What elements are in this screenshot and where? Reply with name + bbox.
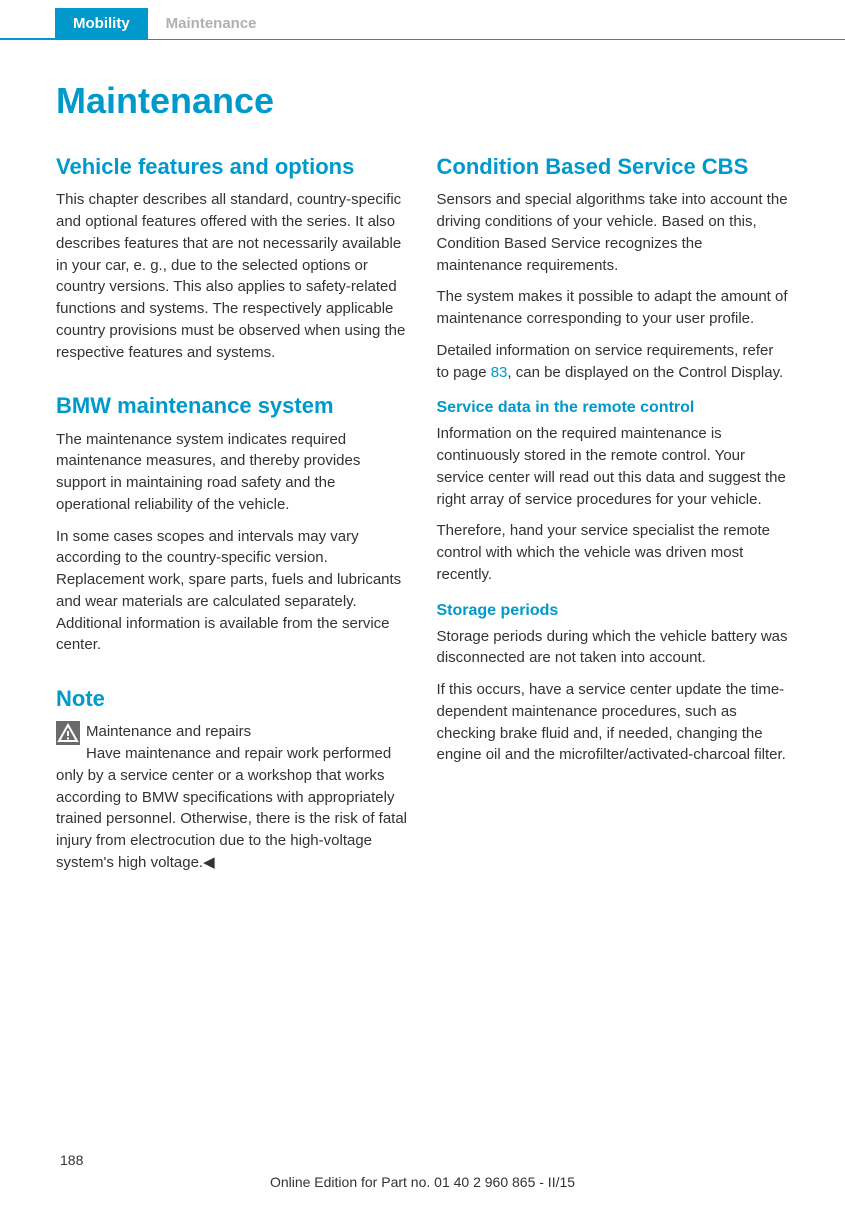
page-title: Maintenance xyxy=(56,80,789,122)
heading-service-data: Service data in the remote control xyxy=(437,399,790,417)
page-number: 188 xyxy=(60,1152,83,1168)
paragraph: In some cases scopes and intervals may v… xyxy=(56,526,409,657)
paragraph: Storage periods during which the vehicle… xyxy=(437,626,790,670)
footer: 188 Online Edition for Part no. 01 40 2 … xyxy=(0,1174,845,1190)
page-reference-link[interactable]: 83 xyxy=(491,364,508,381)
page-content: Maintenance Vehicle features and options… xyxy=(0,40,845,874)
warning-icon xyxy=(56,721,80,745)
paragraph: Sensors and special algorithms take into… xyxy=(437,189,790,276)
note-title: Maintenance and repairs xyxy=(86,723,251,740)
paragraph: The maintenance system indicates require… xyxy=(56,429,409,516)
paragraph: This chapter describes all standard, cou… xyxy=(56,189,409,363)
paragraph: If this occurs, have a service center up… xyxy=(437,679,790,766)
header-spacer xyxy=(0,8,55,39)
heading-note: Note xyxy=(56,686,409,711)
right-column: Condition Based Service CBS Sensors and … xyxy=(437,154,790,874)
paragraph: Detailed information on service requirem… xyxy=(437,340,790,384)
paragraph: The system makes it possible to adapt th… xyxy=(437,286,790,330)
footer-edition: Online Edition for Part no. 01 40 2 960 … xyxy=(0,1174,845,1190)
paragraph: Therefore, hand your service specialist … xyxy=(437,520,790,585)
tab-maintenance: Maintenance xyxy=(148,8,275,39)
paragraph: Information on the required maintenance … xyxy=(437,423,790,510)
heading-storage-periods: Storage periods xyxy=(437,602,790,620)
left-column: Vehicle features and options This chapte… xyxy=(56,154,409,874)
columns: Vehicle features and options This chapte… xyxy=(56,154,789,874)
header-tabs: Mobility Maintenance xyxy=(0,8,845,40)
note-body: Have maintenance and repair work perform… xyxy=(56,745,407,871)
heading-vehicle-features: Vehicle features and options xyxy=(56,154,409,179)
heading-bmw-maintenance: BMW maintenance system xyxy=(56,393,409,418)
text-fragment: , can be displayed on the Control Displa… xyxy=(507,364,783,381)
heading-cbs: Condition Based Service CBS xyxy=(437,154,790,179)
note-block: Maintenance and repairs Have maintenance… xyxy=(56,721,409,873)
tab-mobility: Mobility xyxy=(55,8,148,39)
